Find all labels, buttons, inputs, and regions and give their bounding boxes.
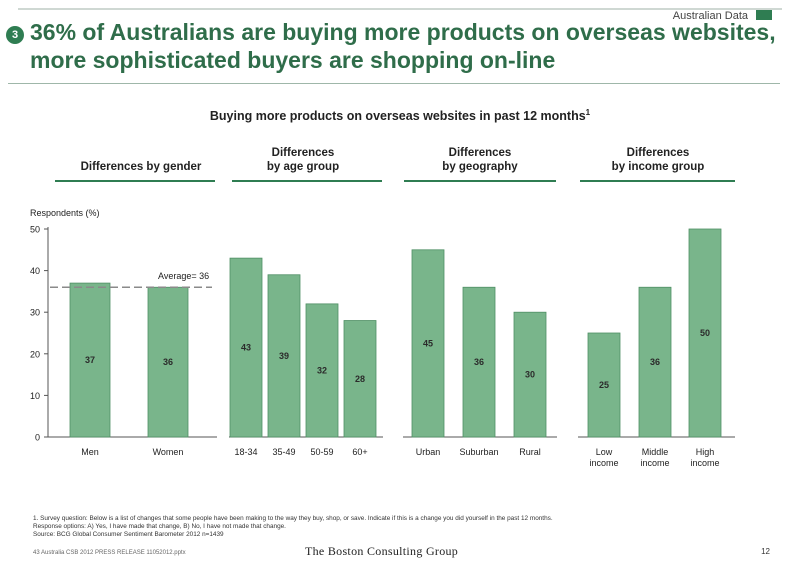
data-label: 25: [599, 380, 609, 390]
bar: [462, 286, 496, 438]
flag-icon: [756, 10, 772, 20]
data-label: 50: [700, 328, 710, 338]
category-label: High income: [690, 447, 719, 468]
category-label: Urban: [416, 447, 441, 457]
group-underline: [232, 180, 382, 182]
bar: [343, 320, 377, 438]
bar: [587, 332, 621, 438]
group-heading-age: Differences by age group: [266, 147, 340, 173]
category-label: 35-49: [272, 447, 295, 457]
y-tick-label: 50: [30, 225, 40, 235]
page-title: 36% of Australians are buying more produ…: [30, 19, 776, 73]
category-label: Women: [153, 447, 184, 457]
bar: [688, 228, 722, 438]
group-heading-gender: Differences by gender: [80, 161, 202, 173]
group-underline: [55, 180, 215, 182]
data-label: 36: [163, 357, 173, 367]
group-underline: [404, 180, 556, 182]
category-label: Suburban: [459, 447, 498, 457]
y-tick-label: 10: [30, 391, 40, 401]
data-label: 30: [525, 370, 535, 380]
y-tick-label: 20: [30, 349, 40, 359]
bar: [411, 249, 445, 438]
category-label: 18-34: [234, 447, 257, 457]
data-label: 32: [317, 365, 327, 375]
bar: [305, 303, 339, 438]
category-label: Middle income: [640, 447, 669, 468]
footnote: 1. Survey question: Below is a list of c…: [33, 515, 553, 538]
bar: [229, 257, 263, 438]
brand-logo: The Boston Consulting Group: [305, 544, 459, 558]
y-tick-label: 40: [30, 266, 40, 276]
file-reference: 43 Australia CSB 2012 PRESS RELEASE 1105…: [33, 550, 186, 556]
category-label: 60+: [352, 447, 367, 457]
y-axis-label: Respondents (%): [30, 208, 100, 218]
category-label: 50-59: [310, 447, 333, 457]
group-heading-income: Differences by income group: [611, 147, 705, 173]
category-label: Rural: [519, 447, 541, 457]
slide-number-badge: 3: [6, 26, 24, 44]
y-tick-label: 0: [35, 433, 40, 443]
bar: [69, 282, 111, 438]
data-label: 39: [279, 351, 289, 361]
category-label: Low income: [589, 447, 618, 468]
data-label: 43: [241, 343, 251, 353]
bar: [513, 311, 547, 438]
chart-title: Buying more products on overseas website…: [209, 108, 591, 124]
data-region-tag: Australian Data: [672, 10, 748, 22]
data-label: 36: [650, 357, 660, 367]
data-label: 45: [423, 338, 433, 348]
top-rule: [18, 8, 782, 10]
bar: [267, 274, 301, 438]
data-label: 37: [85, 355, 95, 365]
group-heading-geography: Differences by geography: [442, 147, 518, 173]
bar: [638, 286, 672, 438]
category-label: Men: [81, 447, 99, 457]
title-rule: [8, 83, 780, 84]
group-underline: [580, 180, 735, 182]
data-label: 28: [355, 374, 365, 384]
average-label: Average= 36: [158, 271, 209, 281]
page-number: 12: [761, 547, 770, 556]
y-tick-label: 30: [30, 308, 40, 318]
bar: [147, 286, 189, 438]
data-label: 36: [474, 357, 484, 367]
